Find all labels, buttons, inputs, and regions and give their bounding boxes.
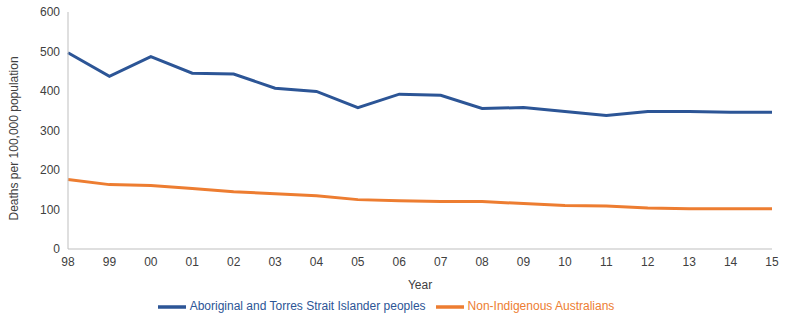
svg-text:Year: Year xyxy=(408,278,432,292)
svg-text:100: 100 xyxy=(40,203,60,217)
svg-text:14: 14 xyxy=(724,255,738,269)
svg-text:08: 08 xyxy=(475,255,489,269)
svg-text:600: 600 xyxy=(40,5,60,19)
svg-text:98: 98 xyxy=(61,255,75,269)
svg-text:07: 07 xyxy=(434,255,448,269)
svg-text:13: 13 xyxy=(682,255,696,269)
svg-text:01: 01 xyxy=(186,255,200,269)
svg-text:400: 400 xyxy=(40,84,60,98)
svg-text:05: 05 xyxy=(351,255,365,269)
html-text:Non-Indigenous Australians: Non-Indigenous Australians xyxy=(467,299,615,314)
svg-text:11: 11 xyxy=(600,255,613,269)
svg-text:06: 06 xyxy=(393,255,407,269)
svg-text:Deaths per 100,000 population: Deaths per 100,000 population xyxy=(8,56,21,220)
svg-text:15: 15 xyxy=(765,255,779,269)
html-text:Aboriginal and Torres Strait I: Aboriginal and Torres Strait Islander pe… xyxy=(189,299,426,314)
svg-text:03: 03 xyxy=(268,255,282,269)
svg-text:200: 200 xyxy=(40,163,60,177)
svg-text:02: 02 xyxy=(227,255,241,269)
svg-text:04: 04 xyxy=(310,255,324,269)
svg-text:09: 09 xyxy=(517,255,531,269)
svg-text:10: 10 xyxy=(558,255,572,269)
svg-text:00: 00 xyxy=(144,255,158,269)
svg-text:99: 99 xyxy=(103,255,117,269)
svg-text:12: 12 xyxy=(641,255,655,269)
svg-text:300: 300 xyxy=(40,124,60,138)
svg-text:0: 0 xyxy=(53,242,60,256)
svg-text:500: 500 xyxy=(40,45,60,59)
